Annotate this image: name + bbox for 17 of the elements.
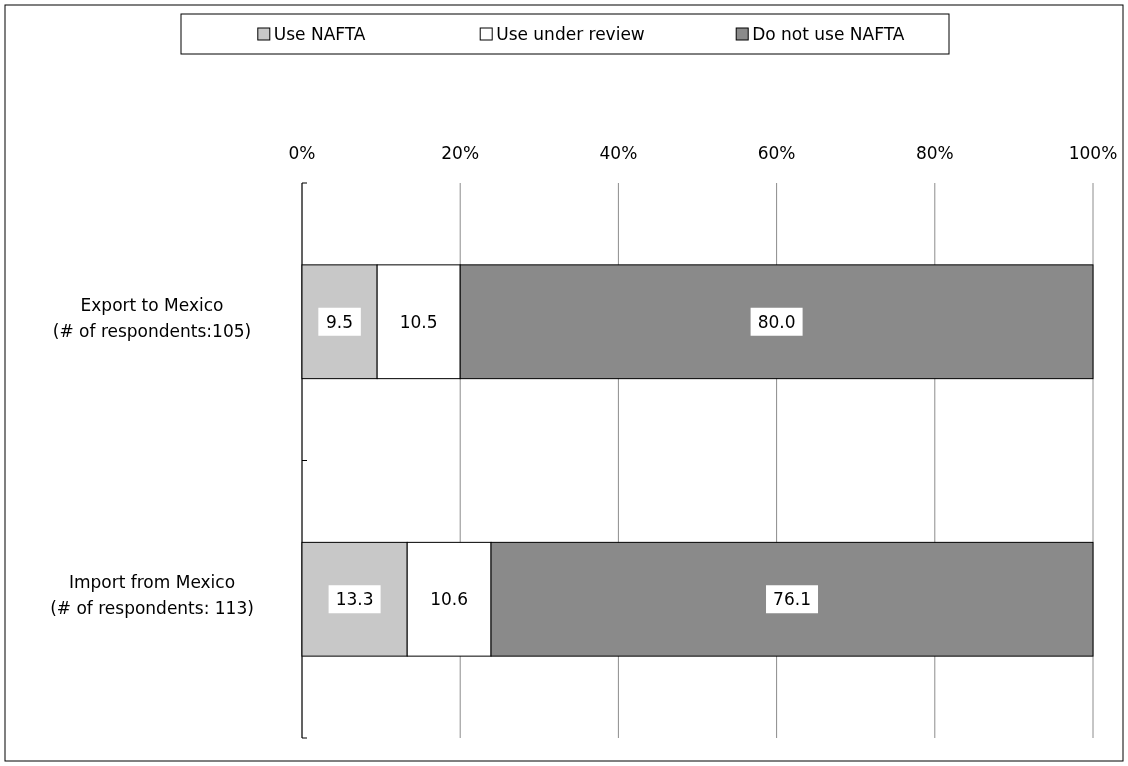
data-label: 80.0 — [757, 311, 796, 332]
data-label: 76.1 — [773, 589, 811, 610]
data-label: 13.3 — [335, 589, 374, 610]
legend-label: Use under review — [496, 24, 645, 44]
legend-label: Do not use NAFTA — [752, 24, 905, 44]
data-label: 9.5 — [326, 311, 354, 332]
x-tick-label: 40% — [599, 143, 638, 163]
x-tick-label: 0% — [288, 143, 316, 163]
legend-label: Use NAFTA — [273, 24, 366, 44]
x-tick-label: 60% — [757, 143, 796, 163]
x-tick-label: 80% — [915, 143, 954, 163]
data-label: 10.6 — [430, 589, 469, 610]
y-tick-label: Import from Mexico (# of respondents: 113) — [50, 572, 254, 619]
data-label: 10.5 — [399, 311, 438, 332]
x-tick-label: 20% — [441, 143, 480, 163]
x-tick-label: 100% — [1068, 143, 1118, 163]
y-tick-label: Export to Mexico (# of respondents:105) — [52, 294, 252, 341]
